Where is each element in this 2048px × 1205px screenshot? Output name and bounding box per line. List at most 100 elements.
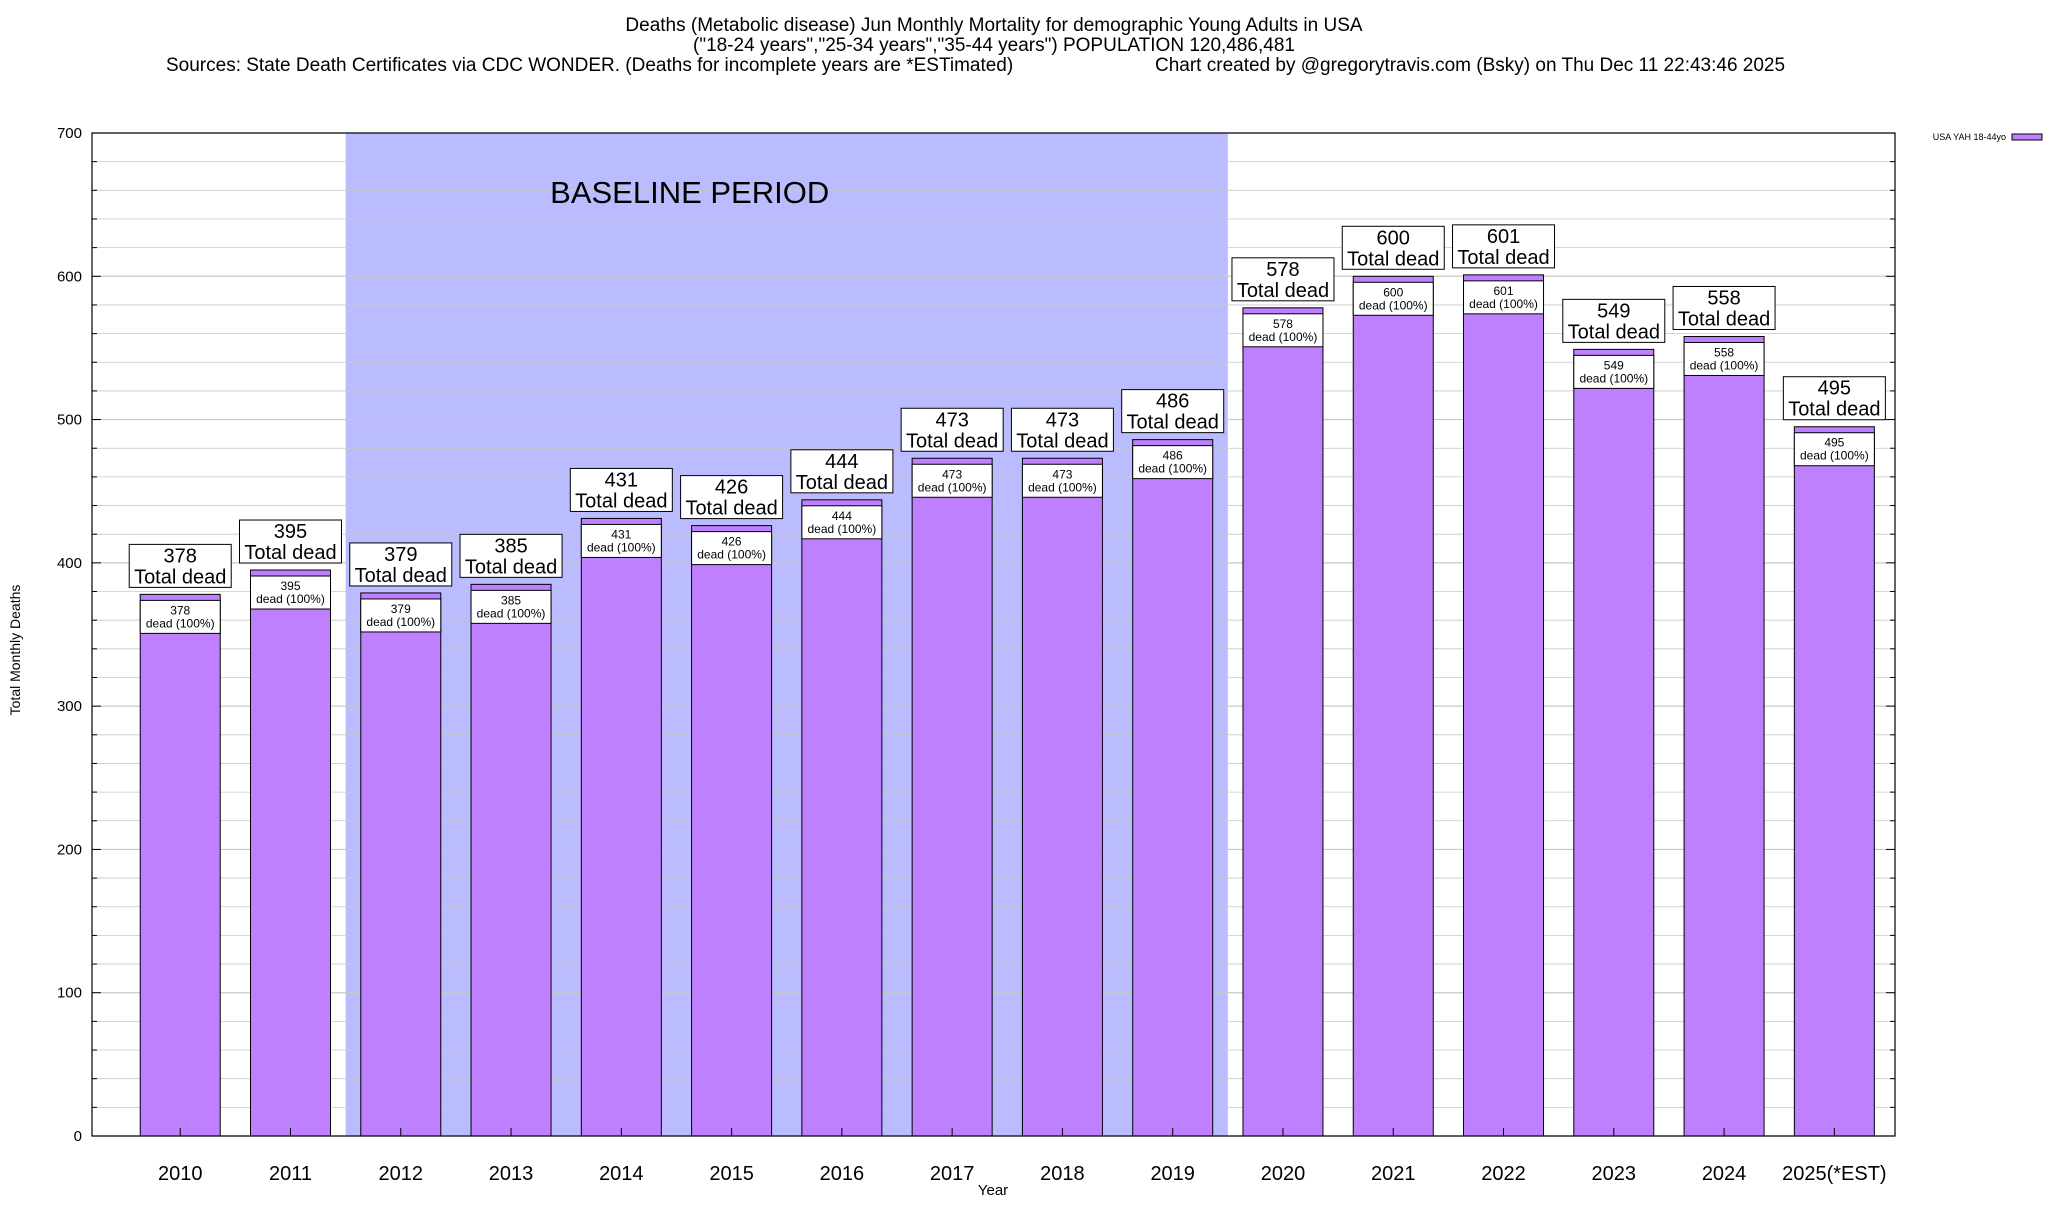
- bar-inner-label: dead (100%): [808, 522, 877, 536]
- inner-label-box: [1021, 463, 1103, 498]
- inner-label-box: [1242, 313, 1324, 348]
- bar-inner-value: 473: [1052, 467, 1072, 481]
- bar-inner-label: dead (100%): [1028, 480, 1097, 494]
- bar-inner-value: 379: [391, 602, 411, 616]
- bar-inner-label: dead (100%): [1249, 330, 1318, 344]
- bar-inner-label: dead (100%): [1359, 298, 1428, 312]
- bar: [1242, 307, 1324, 1137]
- bar-total-label: Total dead: [1347, 248, 1439, 270]
- bar-inner-value: 600: [1383, 285, 1403, 299]
- total-label-box: [1121, 389, 1225, 434]
- inner-label-box: [139, 599, 221, 634]
- legend-label: USA YAH 18-44yo: [1933, 132, 2006, 142]
- total-label-box: [1782, 376, 1886, 421]
- bar-inner-label: dead (100%): [697, 548, 766, 562]
- bar-total-value: 385: [494, 535, 527, 557]
- bar-inner-value: 385: [501, 593, 521, 607]
- total-label-box: [569, 467, 673, 512]
- bar-total-label: Total dead: [1788, 399, 1880, 421]
- inner-label-box: [1352, 281, 1434, 316]
- total-label-box: [1341, 225, 1445, 270]
- y-tick-label: 600: [57, 268, 82, 285]
- total-label-box: [459, 533, 563, 578]
- x-tick-label: 2016: [820, 1163, 865, 1185]
- legend-swatch: [2011, 133, 2043, 141]
- bar-total-label: Total dead: [906, 430, 998, 452]
- total-label-box: [1562, 298, 1666, 343]
- bar-total-label: Total dead: [134, 566, 226, 588]
- inner-label-box: [801, 505, 883, 540]
- x-tick-label: 2014: [599, 1163, 644, 1185]
- x-tick-label: 2019: [1150, 1163, 1195, 1185]
- bar-inner-label: dead (100%): [256, 592, 325, 606]
- bar-total-value: 600: [1377, 227, 1410, 249]
- bar-inner-value: 378: [170, 603, 190, 617]
- x-tick-label: 2021: [1371, 1163, 1416, 1185]
- bar: [360, 592, 442, 1137]
- chart-title-line-2: ("18-24 years","25-34 years","35-44 year…: [693, 35, 1295, 56]
- bar-total-label: Total dead: [796, 472, 888, 494]
- x-tick-label: 2012: [379, 1163, 424, 1185]
- y-axis-label: Total Monthly Deaths: [7, 585, 23, 716]
- y-tick-label: 500: [57, 412, 82, 429]
- bar: [1573, 348, 1655, 1137]
- bar-inner-label: dead (100%): [1690, 358, 1759, 372]
- bar: [1021, 457, 1103, 1137]
- x-tick-label: 2015: [709, 1163, 754, 1185]
- inner-label-box: [470, 589, 552, 624]
- x-axis-label: Year: [978, 1182, 1008, 1199]
- bar: [801, 499, 883, 1137]
- bar-total-value: 473: [1046, 409, 1079, 431]
- bar-total-value: 601: [1487, 226, 1520, 248]
- bar-total-value: 486: [1156, 391, 1189, 413]
- inner-label-box: [1683, 341, 1765, 376]
- bar-inner-label: dead (100%): [1800, 449, 1869, 463]
- bar-total-label: Total dead: [465, 556, 557, 578]
- total-label-box: [128, 543, 232, 588]
- total-label-box: [680, 475, 784, 520]
- bar-inner-value: 578: [1273, 317, 1293, 331]
- bar-total-value: 426: [715, 477, 748, 499]
- bar-inner-value: 444: [832, 509, 852, 523]
- baseline-label: BASELINE PERIOD: [550, 175, 829, 210]
- bar-inner-value: 486: [1163, 449, 1183, 463]
- bar: [470, 583, 552, 1137]
- bar: [1132, 439, 1214, 1137]
- bar-inner-value: 431: [611, 527, 631, 541]
- x-tick-label: 2011: [269, 1163, 312, 1185]
- y-tick-label: 400: [57, 555, 82, 572]
- total-label-box: [900, 407, 1004, 452]
- bar: [139, 593, 221, 1137]
- bar-inner-value: 601: [1494, 284, 1514, 298]
- bar: [1683, 335, 1765, 1137]
- bar: [580, 517, 662, 1137]
- x-tick-label: 2017: [930, 1163, 975, 1185]
- x-tick-label: 2018: [1040, 1163, 1085, 1185]
- bar: [249, 569, 331, 1137]
- total-label-box: [1452, 224, 1556, 269]
- x-tick-label: 2022: [1481, 1163, 1526, 1185]
- bar: [911, 457, 993, 1137]
- bar-total-value: 431: [605, 469, 638, 491]
- bar-total-label: Total dead: [1127, 412, 1219, 434]
- bar-total-label: Total dead: [1678, 308, 1770, 330]
- bar-total-label: Total dead: [1016, 430, 1108, 452]
- bar-total-value: 473: [935, 409, 968, 431]
- bar-inner-value: 426: [722, 535, 742, 549]
- bar: [1463, 274, 1545, 1137]
- total-label-box: [349, 542, 453, 587]
- y-tick-label: 100: [57, 985, 82, 1002]
- inner-label-box: [249, 575, 331, 610]
- bar-inner-value: 549: [1604, 358, 1624, 372]
- x-tick-label: 2020: [1261, 1163, 1306, 1185]
- bar: [1793, 426, 1875, 1137]
- inner-label-box: [1463, 280, 1545, 315]
- y-tick-label: 200: [57, 841, 82, 858]
- bar-inner-value: 395: [280, 579, 300, 593]
- bar-total-value: 578: [1266, 259, 1299, 281]
- y-tick-label: 700: [57, 125, 82, 142]
- bar-total-value: 495: [1818, 378, 1851, 400]
- bar-total-label: Total dead: [685, 498, 777, 520]
- inner-label-box: [691, 531, 773, 566]
